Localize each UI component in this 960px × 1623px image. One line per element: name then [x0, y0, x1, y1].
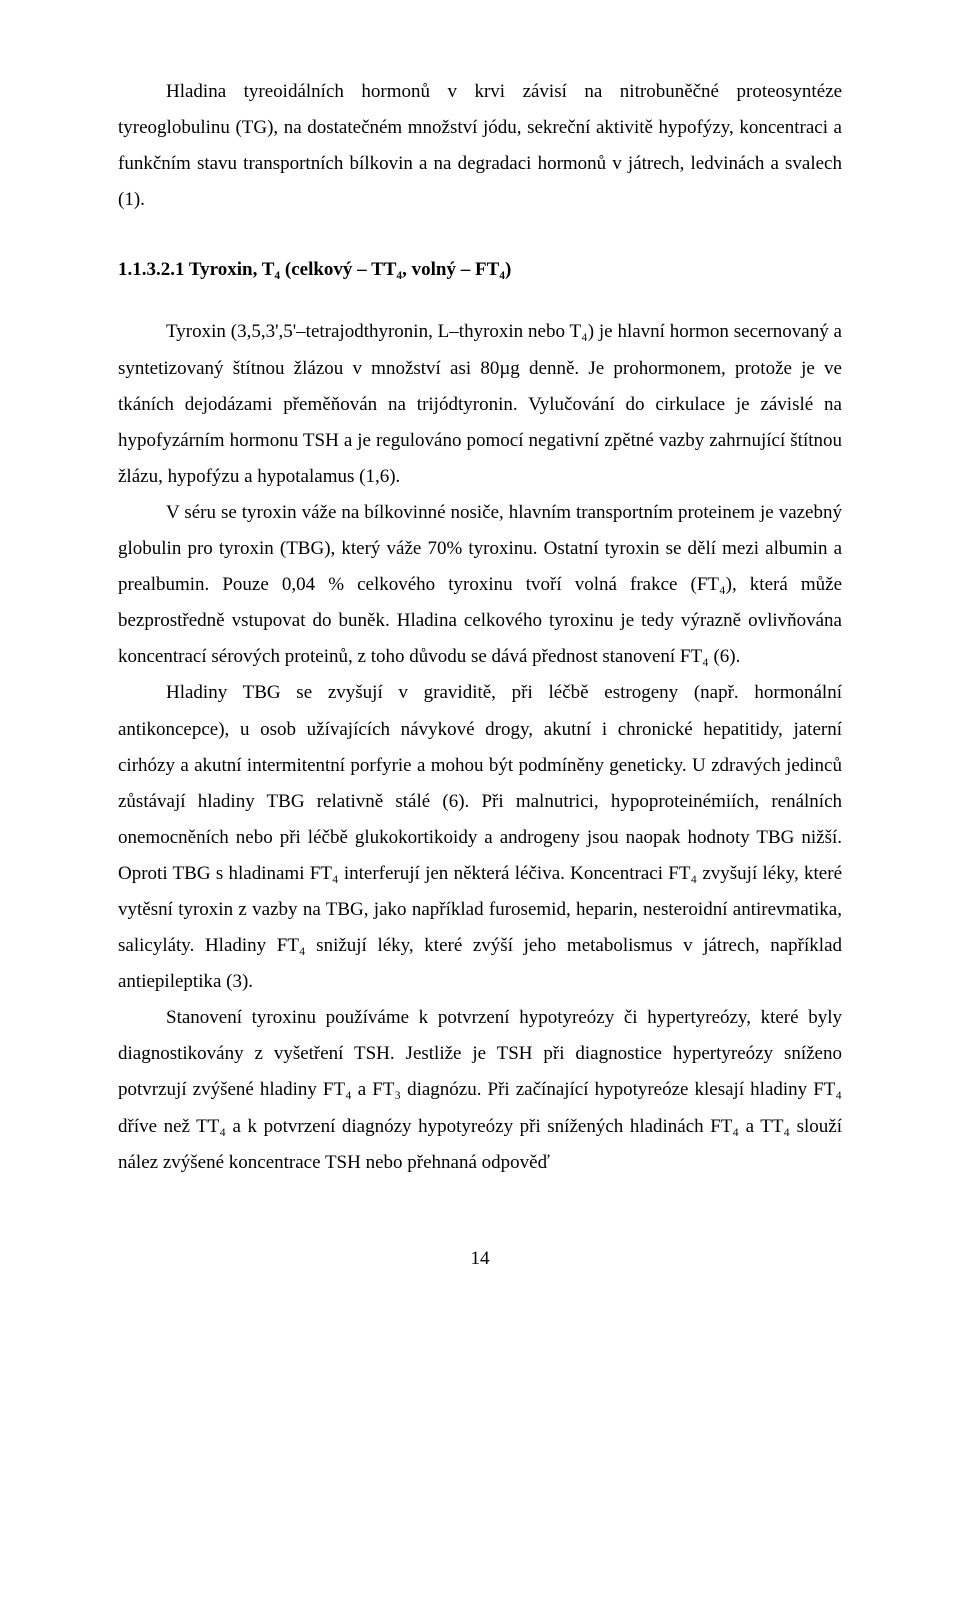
- page-number: 14: [118, 1241, 842, 1277]
- body-paragraph: Hladiny TBG se zvyšují v graviditě, při …: [118, 675, 842, 1000]
- body-paragraph: Hladina tyreoidálních hormonů v krvi záv…: [118, 74, 842, 218]
- body-paragraph: Stanovení tyroxinu používáme k potvrzení…: [118, 1000, 842, 1180]
- body-paragraph: V séru se tyroxin váže na bílkovinné nos…: [118, 495, 842, 675]
- document-page: Hladina tyreoidálních hormonů v krvi záv…: [0, 0, 960, 1623]
- body-paragraph: Tyroxin (3,5,3',5'–tetrajodthyronin, L–t…: [118, 314, 842, 494]
- section-heading: 1.1.3.2.1 Tyroxin, T₄ (celkový – TT₄, vo…: [118, 252, 842, 288]
